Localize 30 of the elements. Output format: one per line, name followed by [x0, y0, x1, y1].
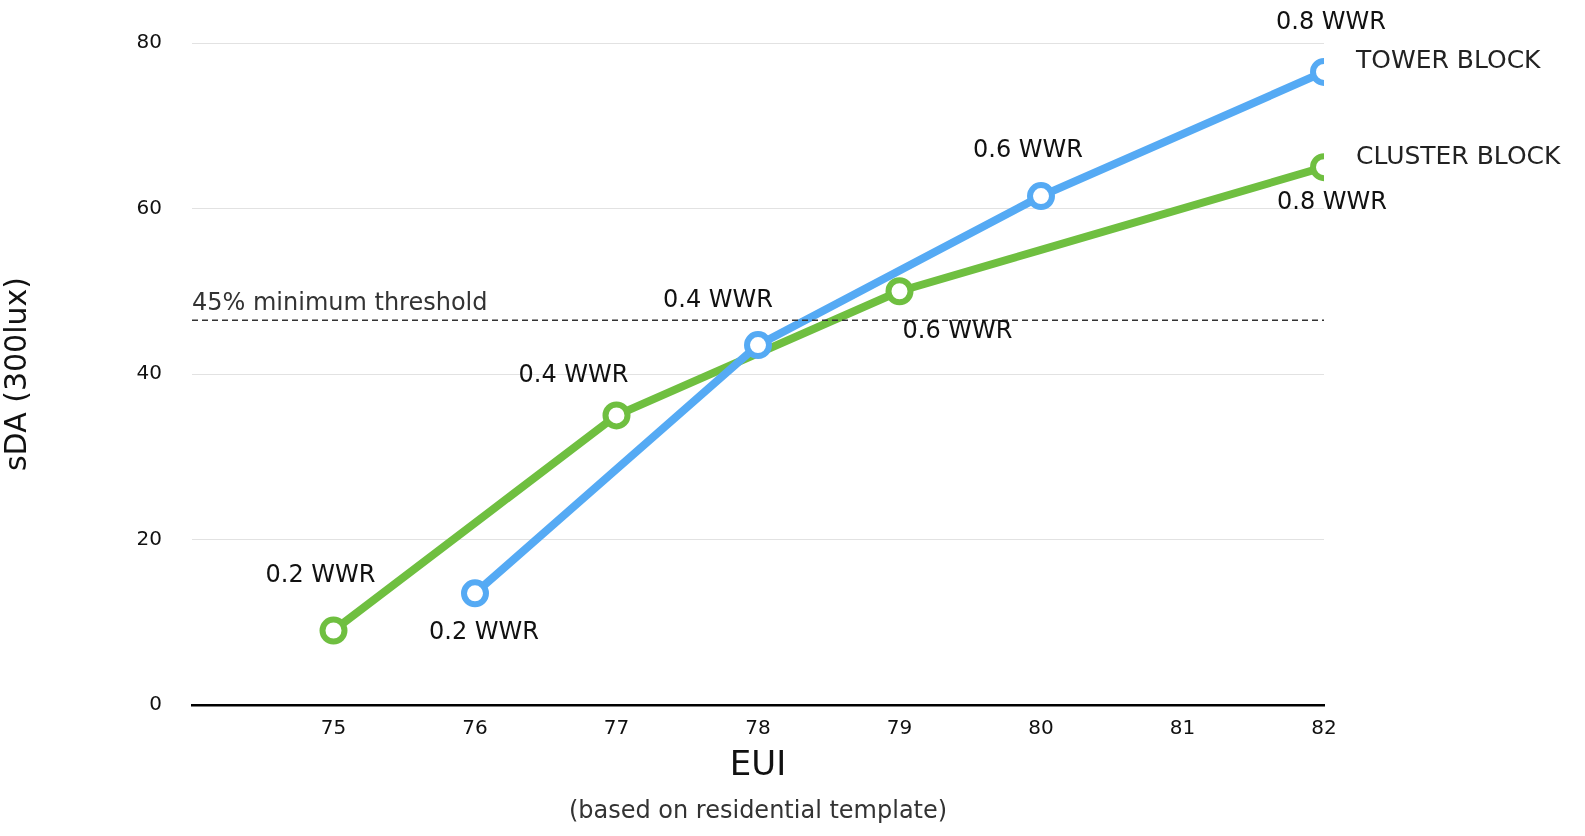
annotation: 0.6 WWR [973, 135, 1083, 164]
annotation: 0.4 WWR [518, 359, 629, 388]
point [744, 331, 772, 360]
ref-line-label: 45% minimum threshold [192, 288, 488, 317]
y-tick-label: 40 [136, 360, 162, 385]
point [461, 579, 489, 608]
annotation: 0.2 WWR [429, 616, 539, 645]
x-tick-label: 81 [1169, 715, 1196, 740]
x-tick-label: 80 [1028, 715, 1054, 740]
annotation: 0.8 WWR [1277, 187, 1387, 216]
annotation: 0.4 WWR [663, 285, 773, 314]
text: (based on residential template) [568, 796, 948, 825]
annotation: 0.2 WWR [265, 559, 376, 588]
y-tick-label: 60 [136, 194, 162, 219]
x-tick-label: 75 [320, 715, 347, 740]
x-tick-label: 78 [745, 715, 771, 740]
x-tick-label: 82 [1311, 715, 1337, 740]
series-label: TOWER BLOCK [1355, 45, 1542, 75]
annotation: 0.8 WWR [1276, 7, 1386, 36]
x-tick-label: 76 [462, 715, 488, 740]
y-tick-label: 20 [136, 525, 162, 550]
y-tick-label: 80 [136, 29, 162, 54]
x-tick-label: 77 [603, 715, 630, 740]
x-tick-label: 79 [886, 715, 913, 740]
y-tick-label: 0 [149, 691, 162, 716]
point [602, 401, 631, 430]
x-axis-title: EUI [729, 743, 787, 784]
series-label: CLUSTER BLOCK [1356, 140, 1562, 170]
y-axis-title: sDA (300lux) [0, 276, 33, 472]
annotation: 0.6 WWR [902, 316, 1013, 345]
